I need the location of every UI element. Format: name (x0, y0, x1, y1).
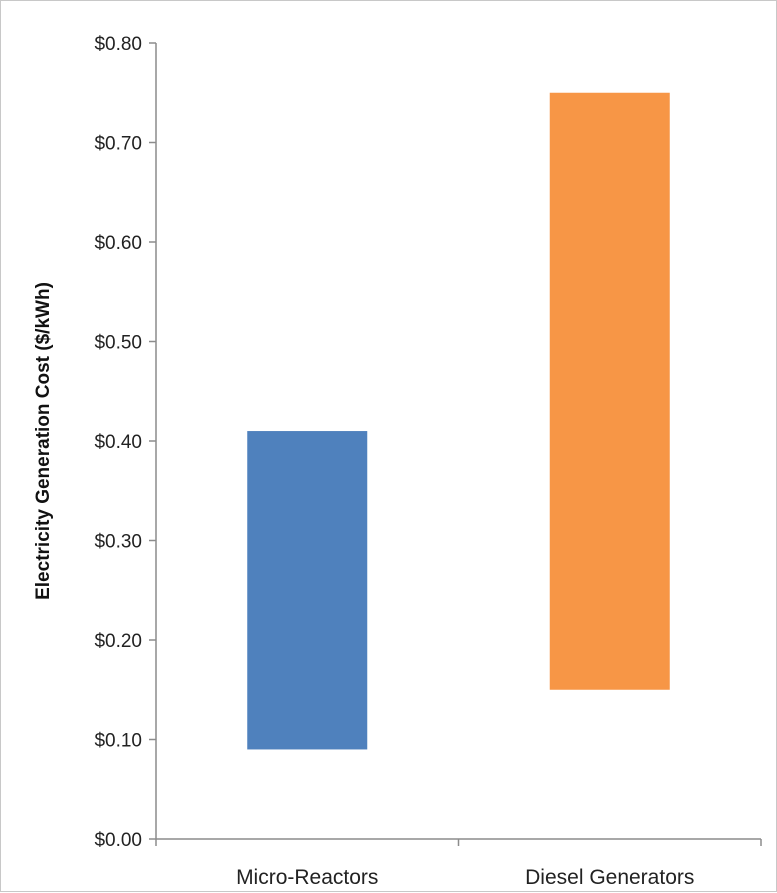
y-tick-label: $0.10 (94, 731, 142, 752)
y-axis: $0.00 $0.10 $0.20 $0.30 $0.40 $0.50 $0.60 $0.70… (94, 34, 157, 851)
y-tick-label: $0.70 (94, 134, 142, 155)
y-tick-label: $0.30 (94, 532, 142, 553)
y-tick-label: $0.50 (94, 333, 142, 354)
y-tick-label: $0.80 (94, 34, 142, 55)
y-tick-label: $0.60 (94, 233, 142, 254)
y-tick-label: $0.40 (94, 432, 142, 453)
bar-micro-reactors (247, 431, 368, 750)
y-tick-label: $0.00 (94, 830, 142, 851)
x-axis: Micro-Reactors Diesel Generators (155, 838, 762, 889)
y-tick-label: $0.20 (94, 631, 142, 652)
x-category-label: Diesel Generators (525, 866, 694, 889)
bar-diesel-generators (549, 92, 670, 690)
y-axis-title: Electricity Generation Cost ($/kWh) (33, 282, 54, 600)
bars (247, 92, 670, 750)
x-category-label: Micro-Reactors (236, 866, 378, 889)
